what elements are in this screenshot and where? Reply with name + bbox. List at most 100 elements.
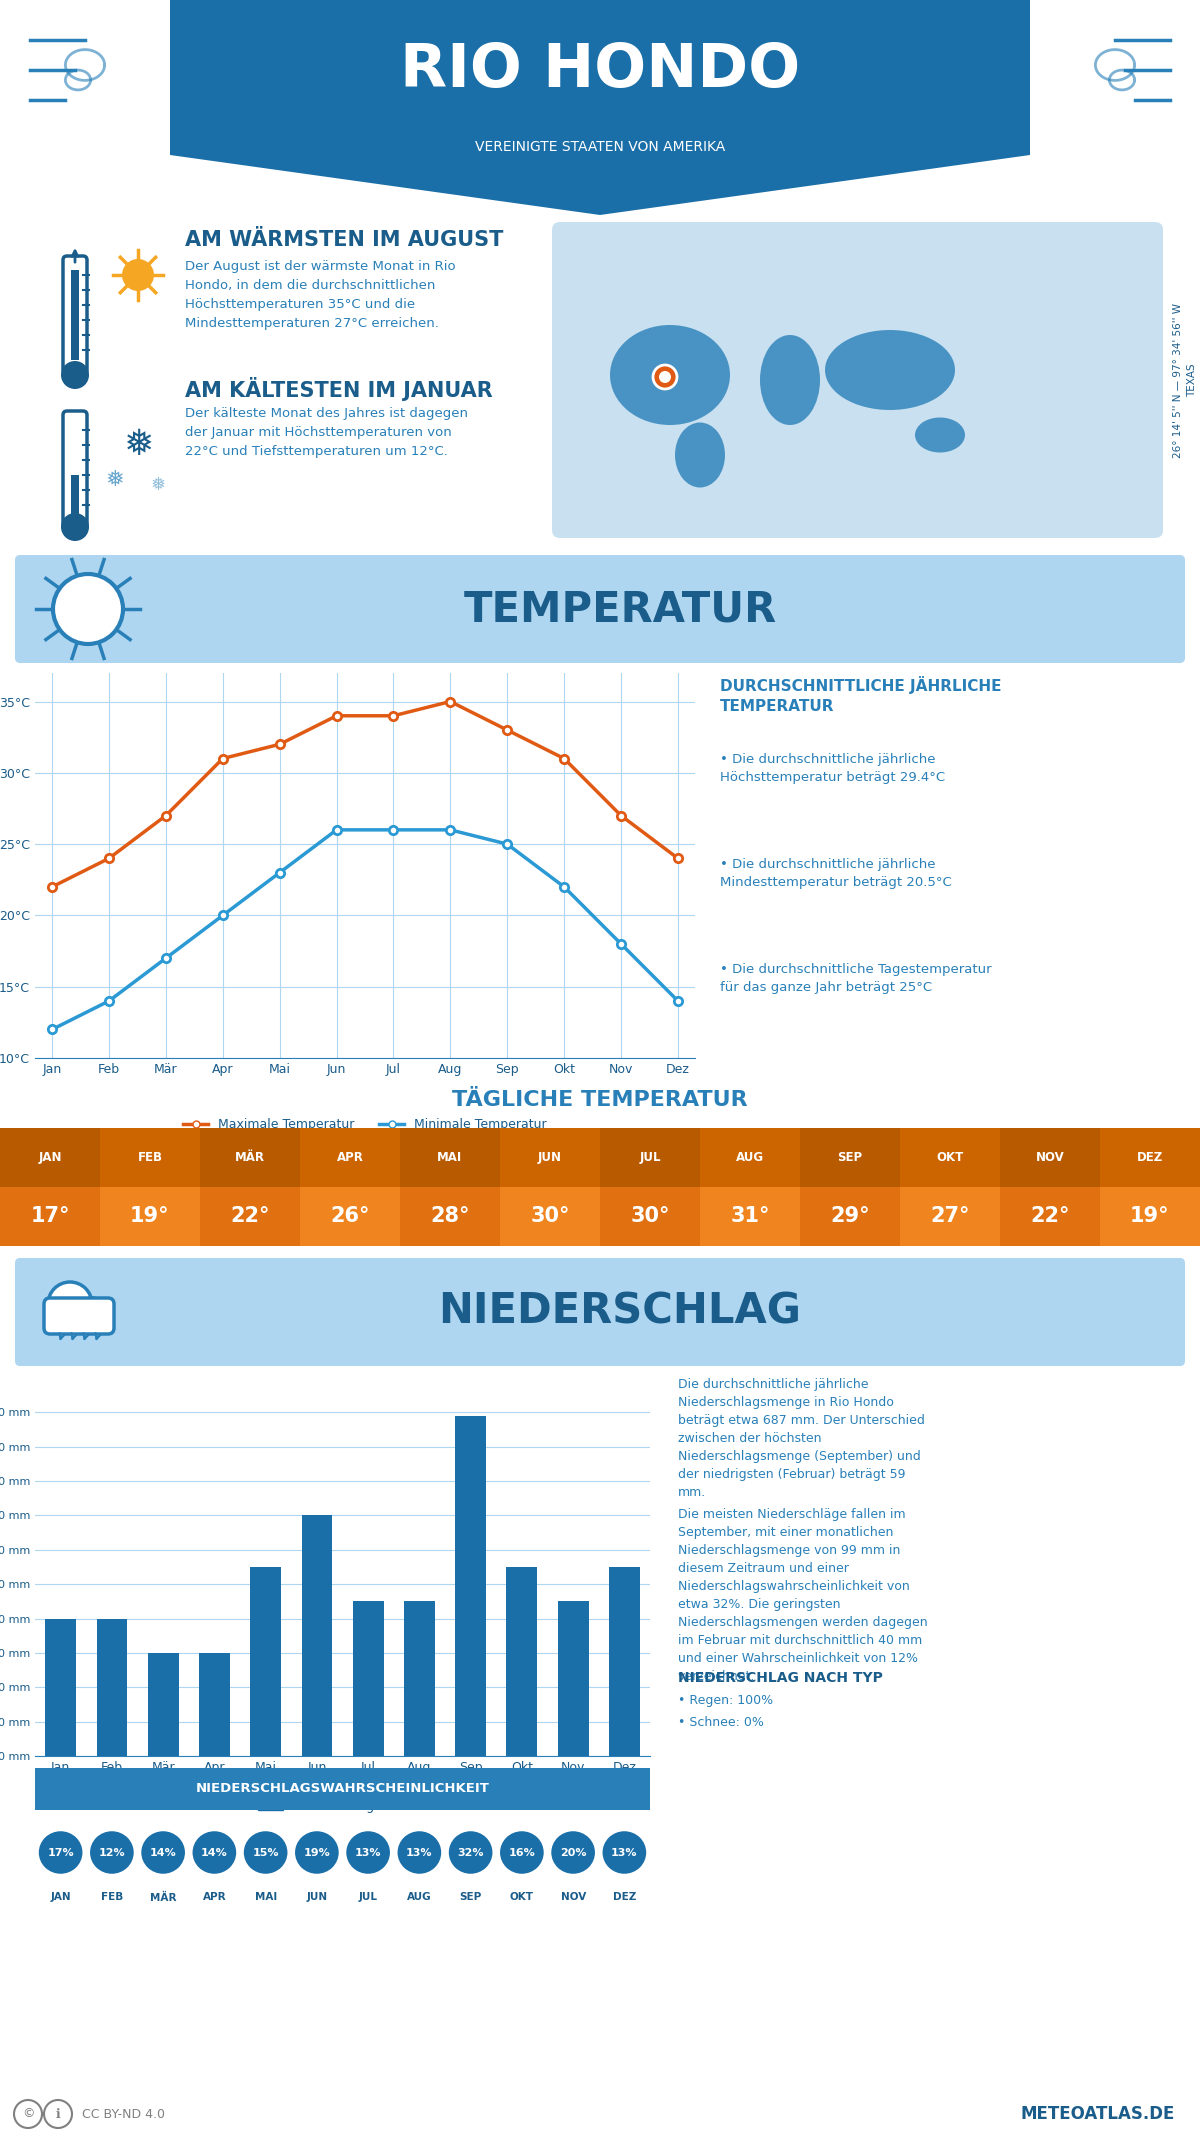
FancyBboxPatch shape <box>900 1128 1000 1188</box>
Text: 28°: 28° <box>431 1207 469 1226</box>
Circle shape <box>601 1830 648 1875</box>
FancyBboxPatch shape <box>1000 1188 1100 1245</box>
Ellipse shape <box>760 336 820 426</box>
FancyBboxPatch shape <box>0 1128 100 1188</box>
Text: 30°: 30° <box>530 1207 570 1226</box>
Bar <box>148 1652 179 1757</box>
Text: • Die durchschnittliche jährliche
Mindesttemperatur beträgt 20.5°C: • Die durchschnittliche jährliche Mindes… <box>720 858 952 888</box>
Text: 19°: 19° <box>1130 1207 1170 1226</box>
Text: 14%: 14% <box>150 1847 176 1858</box>
FancyBboxPatch shape <box>600 1188 700 1245</box>
Circle shape <box>48 1282 92 1327</box>
Circle shape <box>396 1830 443 1875</box>
Text: 13%: 13% <box>406 1847 433 1858</box>
Text: ©: © <box>22 2108 35 2121</box>
FancyBboxPatch shape <box>200 1188 300 1245</box>
Text: ❅: ❅ <box>106 471 125 490</box>
FancyBboxPatch shape <box>800 1128 900 1188</box>
Text: • Regen: 100%: • Regen: 100% <box>678 1695 773 1708</box>
FancyBboxPatch shape <box>300 1188 400 1245</box>
Text: NOV: NOV <box>560 1892 586 1902</box>
Text: 19°: 19° <box>130 1207 170 1226</box>
Text: JUN: JUN <box>538 1151 562 1164</box>
Text: CC BY-ND 4.0: CC BY-ND 4.0 <box>82 2108 166 2121</box>
Circle shape <box>139 1830 187 1875</box>
Text: 22°: 22° <box>230 1207 270 1226</box>
Bar <box>610 1566 640 1757</box>
Text: AUG: AUG <box>736 1151 764 1164</box>
FancyBboxPatch shape <box>1000 1128 1100 1188</box>
Text: JUL: JUL <box>359 1892 378 1902</box>
FancyBboxPatch shape <box>300 1128 400 1188</box>
Text: SEP: SEP <box>838 1151 863 1164</box>
Text: 26°: 26° <box>330 1207 370 1226</box>
Text: NOV: NOV <box>1036 1151 1064 1164</box>
Text: SEP: SEP <box>460 1892 481 1902</box>
Bar <box>301 1515 332 1757</box>
FancyBboxPatch shape <box>700 1128 800 1188</box>
Text: VEREINIGTE STAATEN VON AMERIKA: VEREINIGTE STAATEN VON AMERIKA <box>475 139 725 154</box>
Text: JAN: JAN <box>50 1892 71 1902</box>
Text: MÄR: MÄR <box>235 1151 265 1164</box>
FancyBboxPatch shape <box>500 1128 600 1188</box>
Circle shape <box>61 514 89 541</box>
Bar <box>96 1618 127 1757</box>
Ellipse shape <box>610 325 730 426</box>
FancyBboxPatch shape <box>71 270 79 360</box>
Text: AM WÄRMSTEN IM AUGUST: AM WÄRMSTEN IM AUGUST <box>185 229 503 250</box>
FancyBboxPatch shape <box>900 1188 1000 1245</box>
Circle shape <box>659 370 671 383</box>
Text: DEZ: DEZ <box>1136 1151 1163 1164</box>
FancyBboxPatch shape <box>400 1188 500 1245</box>
Text: • Die durchschnittliche Tagestemperatur
für das ganze Jahr beträgt 25°C: • Die durchschnittliche Tagestemperatur … <box>720 963 991 993</box>
Circle shape <box>498 1830 546 1875</box>
Text: Der kälteste Monat des Jahres ist dagegen
der Januar mit Höchsttemperaturen von
: Der kälteste Monat des Jahres ist dagege… <box>185 407 468 458</box>
Polygon shape <box>170 0 1030 214</box>
Text: Die meisten Niederschläge fallen im
September, mit einer monatlichen
Niederschla: Die meisten Niederschläge fallen im Sept… <box>678 1509 928 1682</box>
Circle shape <box>550 1830 596 1875</box>
Text: DURCHSCHNITTLICHE JÄHRLICHE
TEMPERATUR: DURCHSCHNITTLICHE JÄHRLICHE TEMPERATUR <box>720 676 1002 715</box>
Ellipse shape <box>826 330 955 411</box>
Bar <box>199 1652 229 1757</box>
Text: Die durchschnittliche jährliche
Niederschlagsmenge in Rio Hondo
beträgt etwa 687: Die durchschnittliche jährliche Niedersc… <box>678 1378 925 1498</box>
Text: RIO HONDO: RIO HONDO <box>400 41 800 98</box>
Circle shape <box>53 574 124 644</box>
Text: 16%: 16% <box>509 1847 535 1858</box>
Circle shape <box>344 1830 391 1875</box>
Text: 20%: 20% <box>560 1847 587 1858</box>
Text: JUL: JUL <box>640 1151 661 1164</box>
Text: ℹ: ℹ <box>55 2108 60 2121</box>
FancyBboxPatch shape <box>600 1128 700 1188</box>
FancyBboxPatch shape <box>500 1188 600 1245</box>
Text: OKT: OKT <box>510 1892 534 1902</box>
FancyBboxPatch shape <box>35 1768 650 1810</box>
Text: MAI: MAI <box>437 1151 463 1164</box>
Text: 12%: 12% <box>98 1847 125 1858</box>
FancyBboxPatch shape <box>100 1188 200 1245</box>
Text: 13%: 13% <box>611 1847 637 1858</box>
Text: NIEDERSCHLAGSWAHRSCHEINLICHKEIT: NIEDERSCHLAGSWAHRSCHEINLICHKEIT <box>196 1783 490 1795</box>
Text: JAN: JAN <box>38 1151 61 1164</box>
Text: APR: APR <box>203 1892 226 1902</box>
Text: FEB: FEB <box>138 1151 162 1164</box>
Bar <box>455 1417 486 1757</box>
Text: 22°: 22° <box>1031 1207 1069 1226</box>
FancyBboxPatch shape <box>800 1188 900 1245</box>
FancyBboxPatch shape <box>14 554 1186 663</box>
FancyBboxPatch shape <box>1100 1188 1200 1245</box>
Text: Der August ist der wärmste Monat in Rio
Hondo, in dem die durchschnittlichen
Höc: Der August ist der wärmste Monat in Rio … <box>185 259 456 330</box>
Text: ❅: ❅ <box>122 428 154 462</box>
Circle shape <box>122 259 154 291</box>
Text: AUG: AUG <box>407 1892 432 1902</box>
Legend: Niederschlagssumme: Niederschlagssumme <box>252 1795 432 1817</box>
FancyBboxPatch shape <box>100 1128 200 1188</box>
Text: 32%: 32% <box>457 1847 484 1858</box>
Bar <box>251 1566 281 1757</box>
Text: 15%: 15% <box>252 1847 278 1858</box>
Text: 14%: 14% <box>202 1847 228 1858</box>
Text: MAI: MAI <box>254 1892 277 1902</box>
Ellipse shape <box>916 417 965 452</box>
FancyBboxPatch shape <box>0 1188 100 1245</box>
FancyBboxPatch shape <box>71 475 79 516</box>
Text: 27°: 27° <box>930 1207 970 1226</box>
